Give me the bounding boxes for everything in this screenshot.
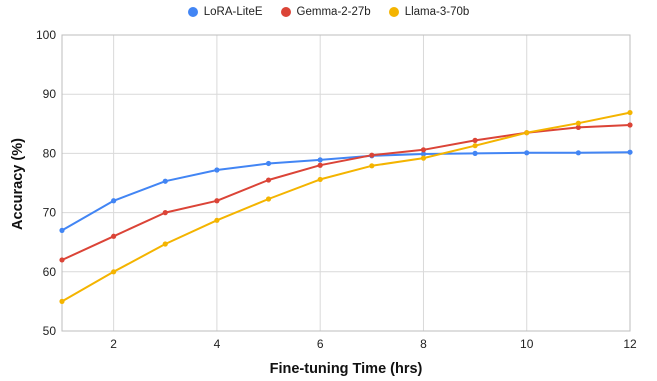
data-point-gemma-2-27b <box>162 210 168 216</box>
data-point-lora-litee <box>420 151 427 157</box>
data-point-gemma-2-27b <box>265 177 272 183</box>
x-axis-title: Fine-tuning Time (hrs) <box>270 361 423 377</box>
data-point-llama-3-70b <box>472 143 478 149</box>
series-line-lora-litee <box>61 151 631 232</box>
data-point-gemma-2-27b <box>472 137 478 143</box>
legend-label: Gemma-2-27b <box>296 6 371 18</box>
data-point-llama-3-70b <box>524 130 530 136</box>
x-tick-label: 2 <box>110 337 117 351</box>
legend-swatch <box>280 7 291 17</box>
data-point-lora-litee <box>162 178 168 184</box>
y-axis-title: Accuracy (%) <box>10 138 26 230</box>
data-point-lora-litee <box>575 150 581 156</box>
data-point-lora-litee <box>111 198 117 204</box>
data-point-gemma-2-27b <box>575 124 581 130</box>
data-point-gemma-2-27b <box>59 257 65 263</box>
legend-item: Gemma-2-27b <box>280 6 371 18</box>
data-point-gemma-2-27b <box>317 162 323 168</box>
x-tick-label: 6 <box>317 337 324 351</box>
data-point-llama-3-70b <box>162 241 168 247</box>
x-tick-label: 8 <box>420 337 427 351</box>
legend-label: LoRA-LiteE <box>203 6 263 18</box>
data-point-llama-3-70b <box>627 109 633 116</box>
data-point-gemma-2-27b <box>627 122 633 128</box>
y-tick-label: 100 <box>36 28 56 42</box>
data-point-lora-litee <box>524 150 530 156</box>
data-point-gemma-2-27b <box>111 233 117 239</box>
series-line-llama-3-70b <box>61 111 631 303</box>
legend-item: Llama-3-70b <box>388 6 470 18</box>
data-point-llama-3-70b <box>369 163 375 169</box>
data-point-llama-3-70b <box>420 155 427 161</box>
legend-swatch <box>388 7 399 17</box>
x-tick-label: 12 <box>623 337 637 351</box>
y-axis-ticks: 50 60 70 80 90 100 <box>36 28 56 338</box>
y-tick-label: 90 <box>43 87 57 101</box>
data-point-gemma-2-27b <box>369 152 375 158</box>
legend-label: Llama-3-70b <box>404 6 470 18</box>
data-point-gemma-2-27b <box>214 198 220 204</box>
y-tick-label: 50 <box>43 324 57 338</box>
data-point-lora-litee <box>627 149 633 155</box>
data-point-llama-3-70b <box>214 217 220 223</box>
data-point-llama-3-70b <box>265 196 272 202</box>
legend: LoRA-LiteE Gemma-2-27b Llama-3-70b <box>0 4 657 20</box>
x-tick-label: 10 <box>520 337 534 351</box>
data-point-lora-litee <box>214 167 220 173</box>
y-tick-label: 60 <box>43 265 57 279</box>
data-point-llama-3-70b <box>575 120 581 126</box>
series-line-gemma-2-27b <box>61 124 631 261</box>
plot-frame <box>61 34 631 332</box>
series-points <box>59 109 633 304</box>
y-tick-label: 80 <box>43 146 57 160</box>
data-point-llama-3-70b <box>111 269 117 275</box>
data-point-llama-3-70b <box>317 176 323 183</box>
legend-swatch <box>187 7 198 17</box>
data-point-lora-litee <box>472 150 478 156</box>
legend-item: LoRA-LiteE <box>187 6 263 18</box>
series-lines <box>61 111 631 303</box>
gridlines <box>61 34 631 332</box>
data-point-lora-litee <box>59 227 65 233</box>
x-axis-ticks: 2 4 6 8 10 12 <box>110 337 637 351</box>
data-point-lora-litee <box>317 157 323 163</box>
y-tick-label: 70 <box>43 206 57 220</box>
data-point-lora-litee <box>265 160 272 167</box>
x-tick-label: 4 <box>214 337 221 351</box>
data-point-llama-3-70b <box>59 298 65 304</box>
data-point-gemma-2-27b <box>420 147 427 153</box>
